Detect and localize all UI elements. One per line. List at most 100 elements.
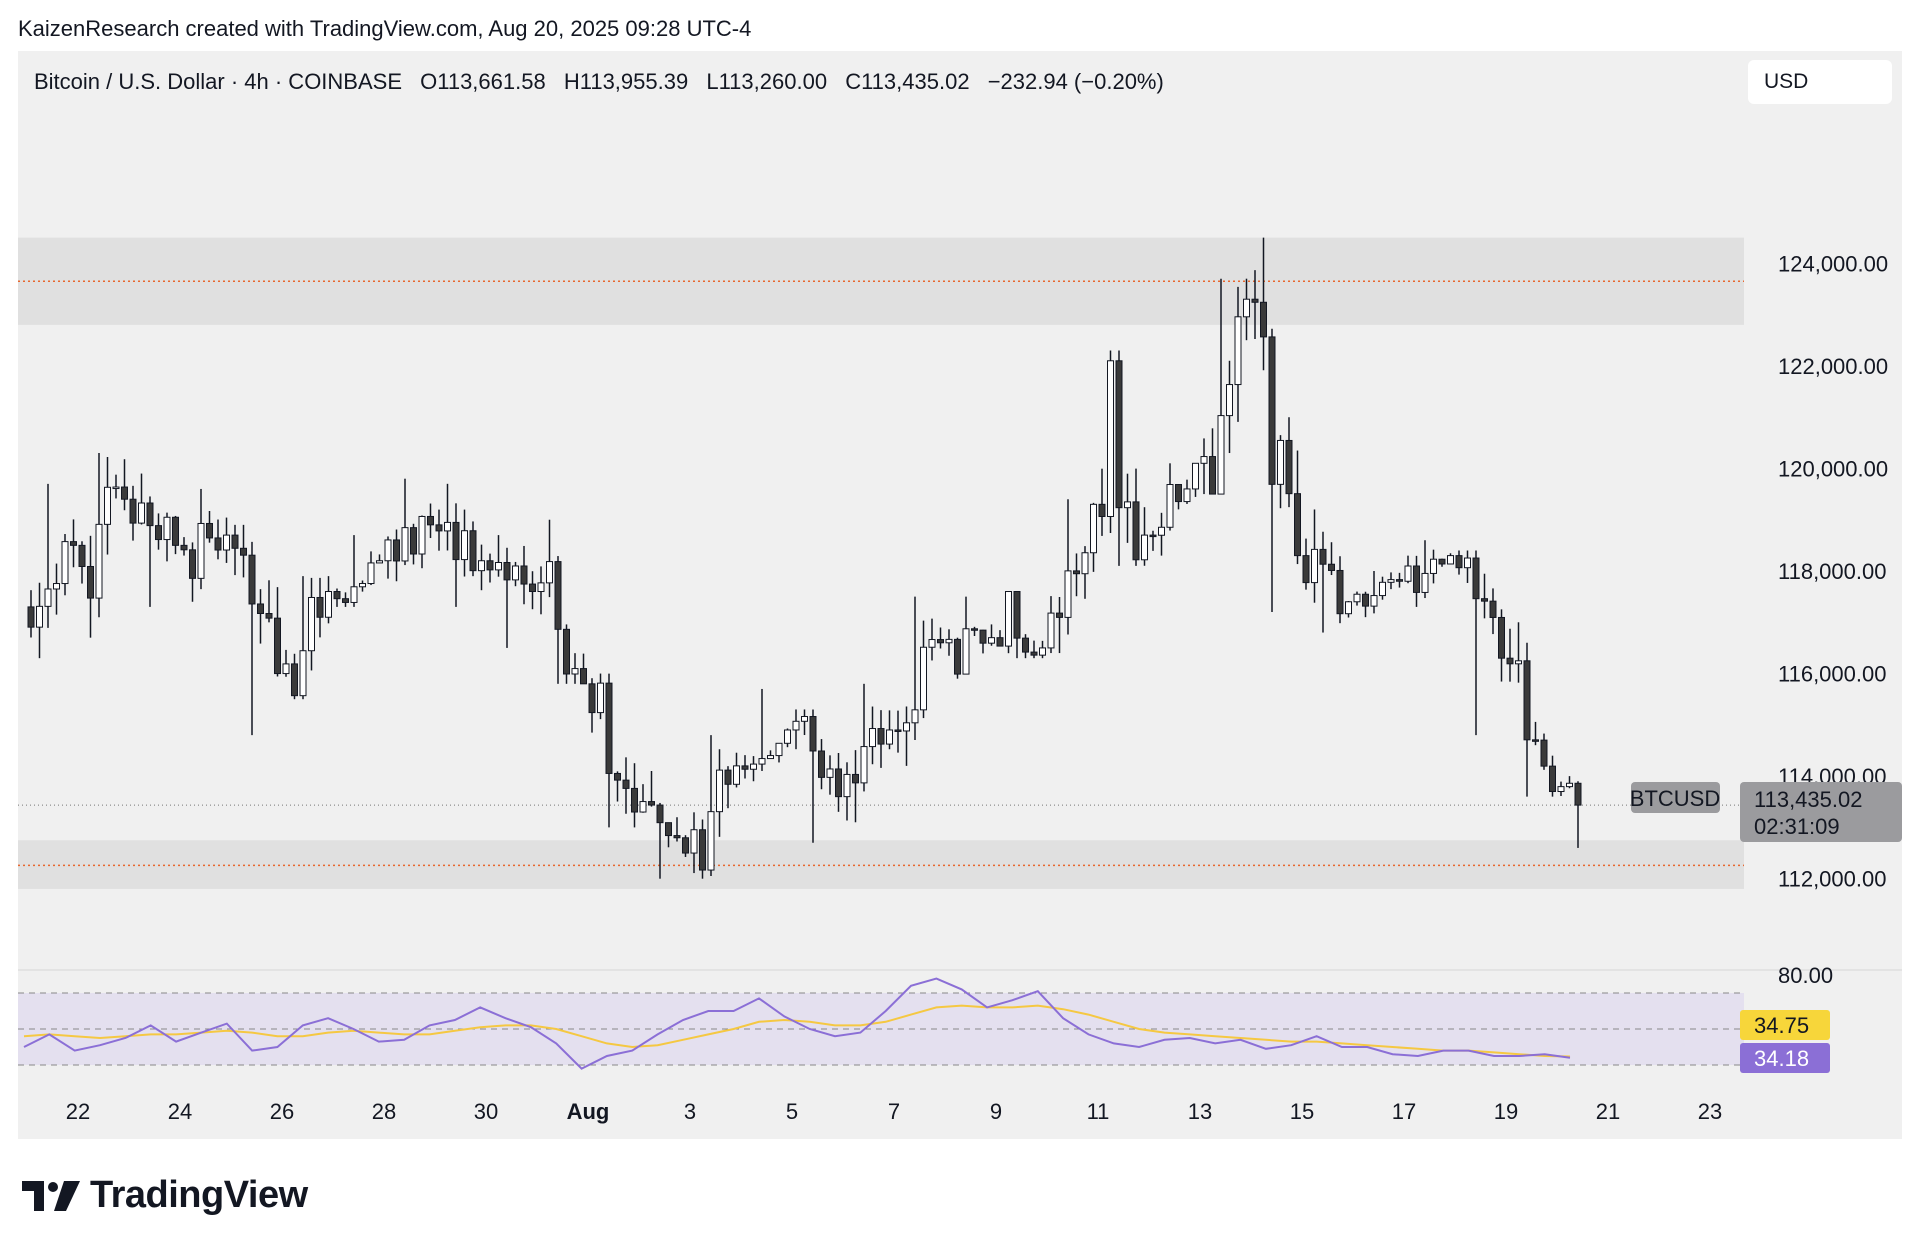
candle-body[interactable] [1098,503,1106,517]
candle-body[interactable] [1447,555,1454,565]
candle-body[interactable] [699,829,706,871]
candle-body[interactable] [1413,565,1420,593]
candle-body[interactable] [1481,598,1488,602]
candle-body[interactable] [1285,439,1293,495]
candle-body[interactable] [733,765,740,785]
candle-body[interactable] [1455,555,1463,569]
candle-body[interactable] [920,646,927,711]
candle-body[interactable] [767,755,774,760]
candle-body[interactable] [1175,484,1182,503]
candle-body[interactable] [1464,557,1471,569]
candle-body[interactable] [418,515,426,555]
candle-body[interactable] [605,682,613,774]
candle-body[interactable] [308,596,315,652]
candle-body[interactable] [104,486,111,525]
candle-body[interactable] [452,521,460,561]
candle-body[interactable] [784,729,791,744]
candle-body[interactable] [1421,572,1429,593]
candle-body[interactable] [1336,569,1344,615]
candle-body[interactable] [461,530,468,561]
candle-body[interactable] [665,822,672,837]
candle-body[interactable] [1370,595,1378,607]
candle-body[interactable] [775,742,783,757]
candle-body[interactable] [333,591,341,600]
candle-body[interactable] [240,547,247,556]
candle-body[interactable] [265,613,273,619]
candle-body[interactable] [172,516,179,546]
candle-body[interactable] [376,560,383,564]
candle-body[interactable] [1566,782,1573,788]
candle-body[interactable] [580,668,587,685]
candle-body[interactable] [826,768,834,778]
candle-body[interactable] [282,663,290,675]
candle-body[interactable] [809,716,817,752]
candle-body[interactable] [316,596,324,618]
candle-body[interactable] [843,773,851,798]
candle-body[interactable] [53,583,60,590]
candle-body[interactable] [1141,534,1148,561]
candle-body[interactable] [350,586,358,603]
candle-body[interactable] [1472,557,1480,600]
candle-body[interactable] [231,534,239,549]
candle-body[interactable] [1047,612,1055,649]
candle-body[interactable] [1149,534,1157,538]
candle-body[interactable] [1506,657,1514,665]
candle-body[interactable] [274,617,281,675]
candle-body[interactable] [248,554,256,605]
chart-frame[interactable]: 112,000.00 114,000.00 116,000.00 118,000.00… [18,51,1902,1139]
candle-body[interactable] [1030,651,1038,656]
candle-body[interactable] [1158,526,1165,536]
candle-body[interactable] [648,801,655,806]
candle-body[interactable] [410,527,417,555]
candle-body[interactable] [1234,316,1242,386]
candle-body[interactable] [495,561,502,571]
candle-body[interactable] [1277,439,1284,485]
candle-body[interactable] [656,804,664,824]
candle-body[interactable] [1081,552,1089,575]
tradingview-logo[interactable]: TradingView [22,1174,308,1217]
candle-body[interactable] [291,663,298,697]
candle-body[interactable] [835,768,842,798]
candle-body[interactable] [87,565,94,599]
candle-body[interactable] [1039,647,1046,656]
candle-body[interactable] [401,527,409,562]
candle-body[interactable] [588,683,596,714]
candle-body[interactable] [1574,782,1582,806]
candle-body[interactable] [758,758,766,765]
candle-body[interactable] [631,787,638,813]
candle-body[interactable] [27,606,35,628]
chart-canvas[interactable]: 112,000.00114,000.00116,000.00118,000.00… [18,51,1902,1139]
candle-body[interactable] [206,522,213,539]
candle-body[interactable] [639,801,647,813]
candle-body[interactable] [1523,660,1531,741]
candle-body[interactable] [1353,593,1361,603]
candle-body[interactable] [724,769,732,785]
candle-body[interactable] [155,525,162,541]
candle-body[interactable] [1362,593,1369,607]
candle-body[interactable] [512,565,519,581]
candle-body[interactable] [614,772,621,781]
candle-body[interactable] [1166,484,1174,528]
candle-body[interactable] [95,523,103,599]
candle-body[interactable] [1243,298,1250,318]
candle-body[interactable] [894,729,902,732]
candle-body[interactable] [1013,591,1021,639]
candle-body[interactable] [325,591,332,618]
candle-body[interactable] [1200,456,1208,464]
candle-body[interactable] [1209,456,1216,495]
candle-body[interactable] [962,628,970,675]
currency-button[interactable]: USD [1748,60,1892,104]
candle-body[interactable] [1251,298,1259,303]
candle-body[interactable] [1438,558,1446,565]
candle-body[interactable] [1540,739,1548,767]
candle-body[interactable] [996,637,1004,647]
candle-body[interactable] [1430,558,1437,574]
candle-body[interactable] [869,728,876,748]
candle-body[interactable] [529,583,536,593]
candle-body[interactable] [1489,600,1497,618]
candle-body[interactable] [112,486,120,490]
candle-body[interactable] [673,835,681,839]
candle-body[interactable] [1302,555,1310,584]
candle-body[interactable] [129,498,137,524]
candle-body[interactable] [954,638,961,675]
